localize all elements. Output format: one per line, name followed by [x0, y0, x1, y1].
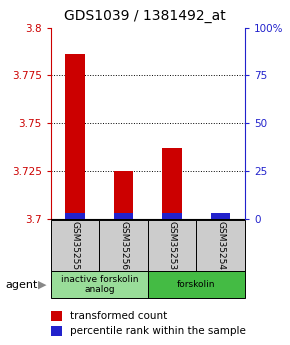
- Bar: [211, 217, 231, 219]
- Text: inactive forskolin
analog: inactive forskolin analog: [61, 275, 138, 294]
- Text: forskolin: forskolin: [177, 280, 216, 289]
- Text: ▶: ▶: [38, 280, 46, 289]
- Bar: [211, 213, 231, 219]
- Text: GSM35254: GSM35254: [216, 221, 225, 270]
- Text: agent: agent: [6, 280, 38, 289]
- Bar: [162, 148, 182, 219]
- Text: GSM35255: GSM35255: [70, 221, 79, 270]
- FancyBboxPatch shape: [148, 271, 245, 298]
- Text: percentile rank within the sample: percentile rank within the sample: [70, 326, 245, 336]
- FancyBboxPatch shape: [51, 271, 148, 298]
- FancyBboxPatch shape: [51, 220, 99, 271]
- Bar: [65, 213, 85, 219]
- Text: GSM35256: GSM35256: [119, 221, 128, 270]
- Bar: [162, 213, 182, 219]
- Bar: [114, 213, 133, 219]
- FancyBboxPatch shape: [99, 220, 148, 271]
- Text: GDS1039 / 1381492_at: GDS1039 / 1381492_at: [64, 9, 226, 22]
- Bar: [114, 171, 133, 219]
- Bar: [65, 55, 85, 219]
- FancyBboxPatch shape: [148, 220, 196, 271]
- FancyBboxPatch shape: [196, 220, 245, 271]
- Text: GSM35253: GSM35253: [168, 221, 177, 270]
- Text: transformed count: transformed count: [70, 311, 167, 321]
